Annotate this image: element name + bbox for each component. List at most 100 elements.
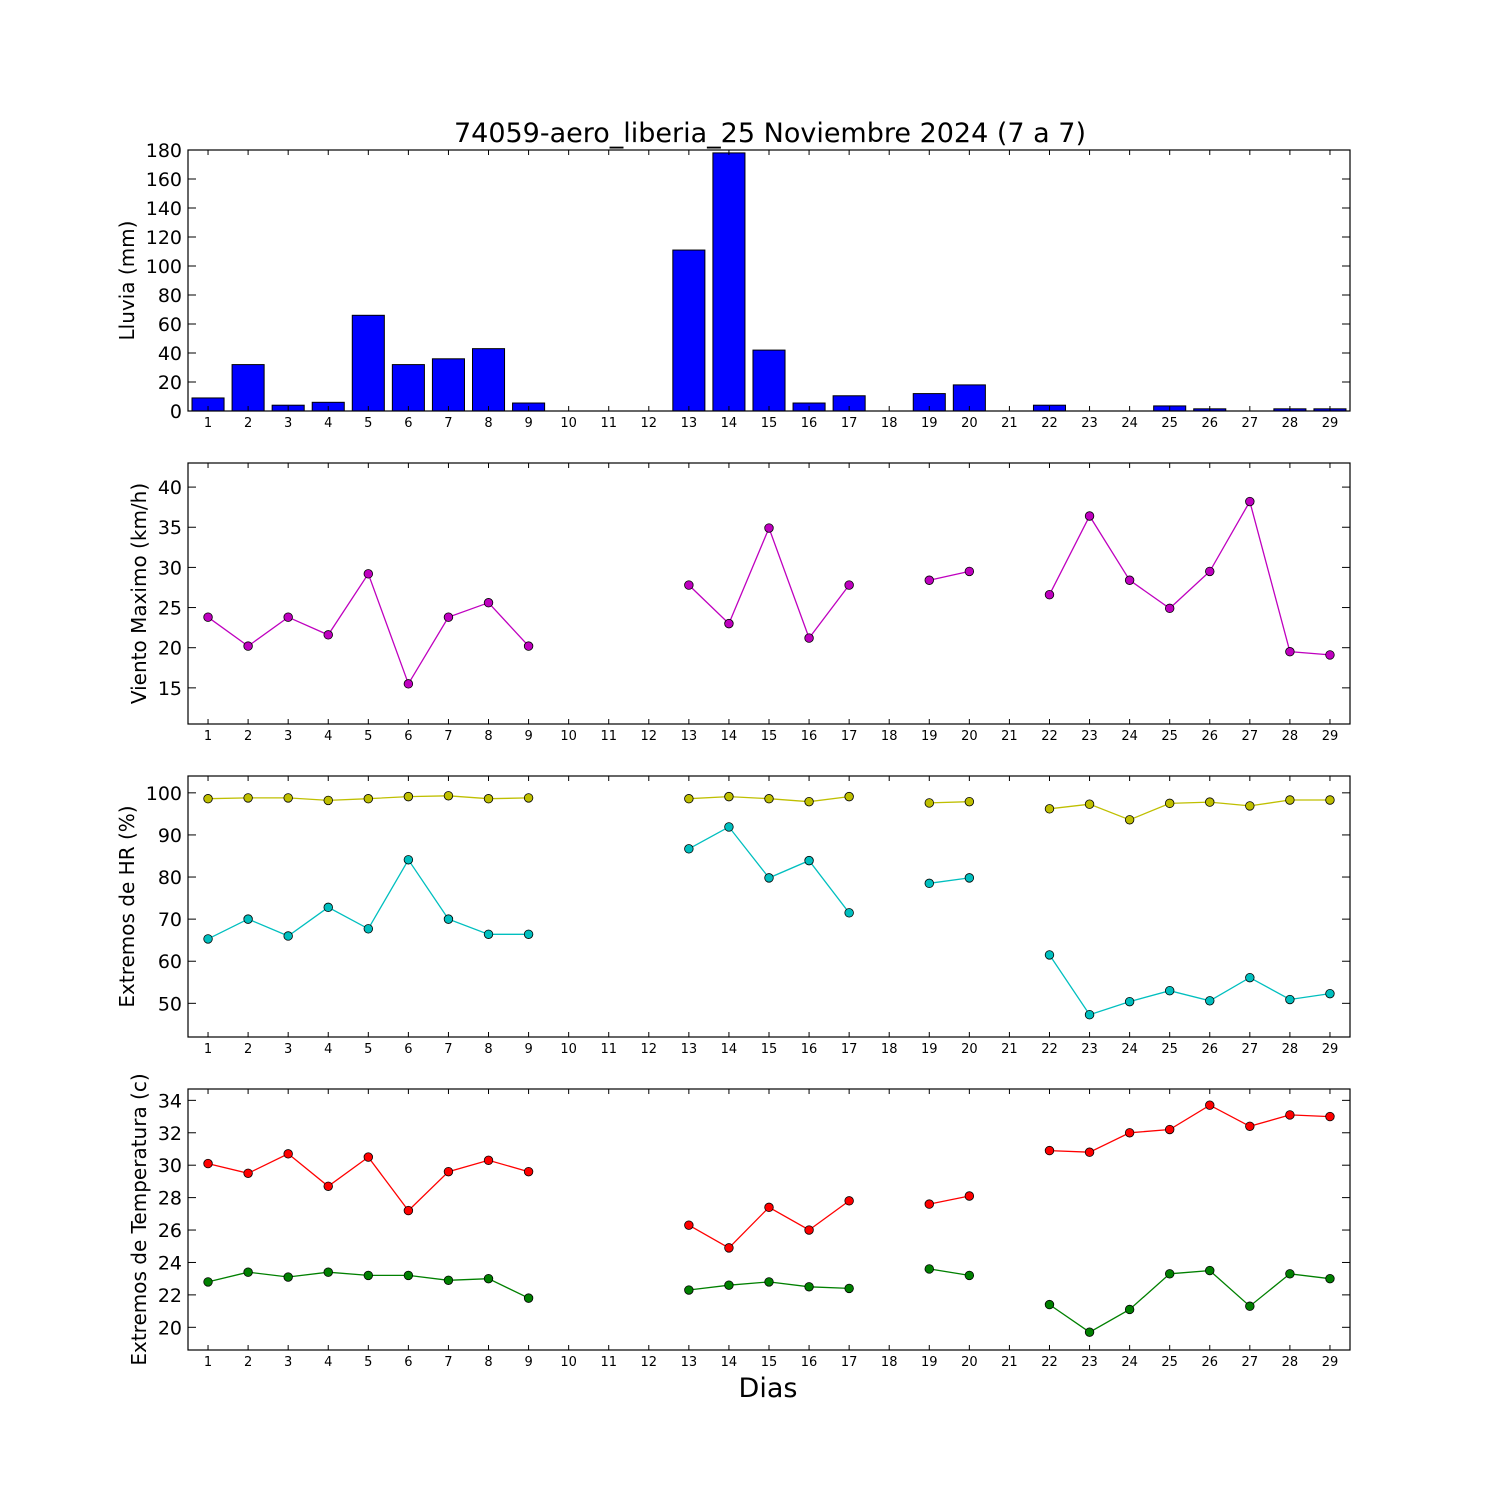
x-tick-label-day-9: 9: [524, 1042, 532, 1057]
series-2-point-day-15: [764, 873, 774, 883]
x-tick-label-day-21: 21: [1001, 416, 1018, 431]
x-tick-label-day-1: 1: [204, 1042, 212, 1057]
x-tick-label-day-16: 16: [801, 1042, 818, 1057]
x-tick-label-day-19: 19: [921, 1355, 938, 1370]
y-tick-label-160: 160: [146, 169, 182, 191]
y-tick-label-25: 25: [158, 598, 182, 620]
series-1-point-day-16: [804, 796, 814, 807]
series-1-point-day-22: [1044, 1145, 1055, 1156]
x-tick-label-day-20: 20: [961, 1355, 978, 1370]
x-tick-label-day-15: 15: [761, 1042, 778, 1057]
y-tick-label-0: 0: [170, 401, 182, 423]
x-tick-label-day-2: 2: [244, 1042, 252, 1057]
x-tick-label-day-23: 23: [1081, 729, 1098, 744]
x-tick-label-day-10: 10: [560, 416, 577, 431]
x-tick-label-day-20: 20: [961, 416, 978, 431]
x-tick-label-day-3: 3: [284, 416, 292, 431]
x-axis-label: Dias: [739, 1373, 798, 1404]
series-2-point-day-6: [403, 1270, 414, 1281]
series-2-point-day-7: [443, 914, 454, 924]
series-1-line-segment-4: [1049, 1104, 1331, 1153]
y-tick-label-30: 30: [158, 1155, 182, 1177]
y-tick-label-28: 28: [158, 1188, 182, 1210]
series-2-point-day-5: [363, 1270, 374, 1281]
y-tick-label-26: 26: [158, 1220, 182, 1242]
y-tick-label-100: 100: [146, 783, 182, 805]
y-tick-label-20: 20: [158, 638, 182, 660]
series-2-point-day-26: [1205, 1265, 1215, 1276]
series-2-line-segment-3: [929, 877, 970, 884]
series-2-point-day-25: [1164, 985, 1175, 996]
x-tick-label-day-15: 15: [761, 729, 778, 744]
x-tick-label-day-10: 10: [560, 1355, 577, 1370]
series-2-point-day-9: [523, 1293, 534, 1303]
series-1-point-day-15: [764, 1202, 774, 1213]
series-1-point-day-29: [1325, 795, 1335, 805]
series-1-point-day-9: [523, 641, 534, 651]
series-2-point-day-15: [764, 1277, 774, 1287]
x-tick-label-day-18: 18: [881, 729, 898, 744]
series-2-point-day-20: [964, 873, 975, 883]
x-tick-label-day-9: 9: [524, 416, 532, 431]
x-tick-label-day-7: 7: [444, 1042, 452, 1057]
x-tick-label-day-18: 18: [881, 416, 898, 431]
series-1-point-day-29: [1325, 650, 1335, 660]
x-tick-label-day-4: 4: [324, 729, 332, 744]
y-tick-label-80: 80: [158, 285, 182, 307]
series-1-point-day-3: [283, 793, 293, 803]
series-1-point-day-17: [844, 1196, 854, 1206]
series-1-point-day-23: [1084, 511, 1095, 521]
series-1-point-day-14: [724, 618, 734, 629]
x-tick-label-day-22: 22: [1041, 1042, 1058, 1057]
series-2-line-segment-3: [929, 1268, 970, 1277]
series-1-line-segment-1: [207, 1153, 529, 1212]
series-1-point-day-17: [844, 580, 854, 590]
x-tick-label-day-27: 27: [1242, 1355, 1259, 1370]
series-1-line-segment-3: [929, 1195, 970, 1205]
series-2-point-day-22: [1044, 950, 1055, 960]
y-tick-label-40: 40: [158, 477, 182, 499]
series-2-point-day-6: [403, 855, 414, 865]
x-tick-label-day-12: 12: [641, 416, 658, 431]
x-tick-label-day-3: 3: [284, 729, 292, 744]
y-tick-label-20: 20: [158, 372, 182, 394]
series-1-point-day-8: [483, 598, 494, 608]
series-1-point-day-25: [1164, 603, 1175, 614]
x-tick-label-day-6: 6: [404, 416, 412, 431]
series-1-point-day-3: [283, 1149, 293, 1159]
y-tick-label-32: 32: [158, 1123, 182, 1145]
x-tick-label-day-25: 25: [1161, 1355, 1178, 1370]
x-tick-label-day-20: 20: [961, 1042, 978, 1057]
y-tick-label-34: 34: [158, 1090, 182, 1112]
series-1-line-segment-3: [929, 801, 970, 804]
series-2-point-day-29: [1325, 1273, 1335, 1284]
series-2-point-day-2: [243, 1267, 253, 1277]
bar-day-13: [672, 249, 706, 412]
series-1-point-day-28: [1285, 795, 1295, 805]
series-2-point-day-16: [804, 1282, 814, 1292]
series-1-point-day-7: [443, 612, 454, 622]
series-1-point-day-26: [1205, 1100, 1215, 1110]
x-tick-label-day-8: 8: [484, 416, 492, 431]
x-tick-label-day-21: 21: [1001, 1042, 1018, 1057]
y-tick-label-24: 24: [158, 1252, 182, 1274]
series-2-point-day-9: [523, 929, 534, 939]
series-2-point-day-20: [964, 1270, 975, 1281]
series-2-point-day-3: [283, 1272, 293, 1282]
y-axis-label: Viento Maximo (km/h): [127, 483, 151, 704]
series-2-point-day-23: [1084, 1327, 1095, 1337]
x-tick-label-day-9: 9: [524, 729, 532, 744]
x-tick-label-day-29: 29: [1322, 1042, 1339, 1057]
series-2-point-day-27: [1245, 1301, 1255, 1311]
series-1-point-day-25: [1164, 1124, 1175, 1135]
series-2-point-day-14: [724, 822, 734, 832]
x-tick-label-day-19: 19: [921, 729, 938, 744]
x-tick-label-day-4: 4: [324, 1042, 332, 1057]
x-tick-label-day-6: 6: [404, 1355, 412, 1370]
x-tick-label-day-10: 10: [560, 1042, 577, 1057]
series-2-point-day-28: [1285, 994, 1295, 1005]
x-tick-label-day-14: 14: [721, 416, 738, 431]
series-1-point-day-19: [924, 798, 934, 808]
x-tick-label-day-17: 17: [841, 729, 858, 744]
bar-day-14: [712, 152, 746, 412]
